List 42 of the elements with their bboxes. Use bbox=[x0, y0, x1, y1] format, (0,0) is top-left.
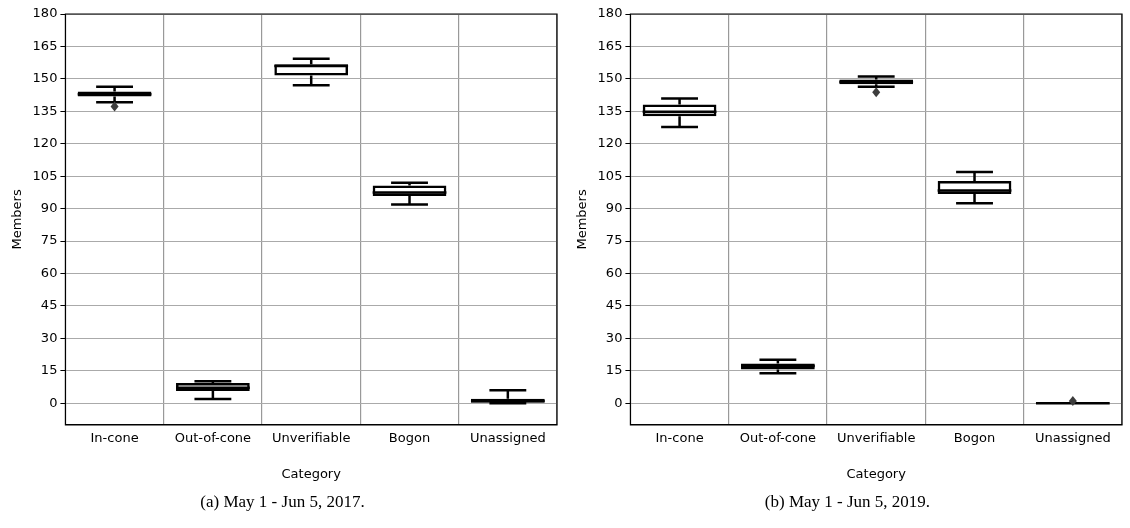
y-tick-label: 60 bbox=[40, 264, 58, 280]
x-tick-label: Unassigned bbox=[470, 429, 546, 445]
y-tick-label: 90 bbox=[605, 199, 623, 215]
x-axis-title: Category bbox=[281, 465, 342, 481]
x-tick-label: In-cone bbox=[655, 429, 704, 445]
y-tick-label: 75 bbox=[605, 232, 623, 248]
y-axis-title: Members bbox=[9, 189, 25, 250]
y-tick-label: 180 bbox=[597, 5, 623, 21]
x-tick-label: Out-of-cone bbox=[174, 429, 252, 445]
y-tick-label: 15 bbox=[605, 362, 623, 378]
y-tick-label: 45 bbox=[40, 297, 58, 313]
y-axis-title: Members bbox=[574, 189, 590, 250]
y-tick-label: 30 bbox=[605, 329, 623, 345]
x-tick-label: In-cone bbox=[90, 429, 139, 445]
y-tick-label: 120 bbox=[597, 135, 623, 151]
text: (a) May 1 - Jun 5, 2017. bbox=[199, 492, 366, 512]
y-tick-label: 165 bbox=[597, 37, 623, 53]
y-tick-label: 150 bbox=[32, 70, 58, 86]
y-tick-label: 45 bbox=[605, 297, 623, 313]
x-tick-label: Unverifiable bbox=[272, 429, 351, 445]
y-tick-label: 105 bbox=[32, 167, 58, 183]
x-tick-label: Bogon bbox=[953, 429, 996, 445]
x-tick-label: Bogon bbox=[388, 429, 431, 445]
y-tick-label: 60 bbox=[605, 264, 623, 280]
y-tick-label: 30 bbox=[40, 329, 58, 345]
x-tick-label: Unassigned bbox=[1035, 429, 1111, 445]
y-tick-label: 180 bbox=[32, 5, 58, 21]
x-axis-title: Category bbox=[846, 465, 907, 481]
y-tick-label: 0 bbox=[49, 394, 58, 410]
y-tick-label: 165 bbox=[32, 37, 58, 53]
y-tick-label: 135 bbox=[597, 102, 623, 118]
y-tick-label: 75 bbox=[40, 232, 58, 248]
y-tick-label: 105 bbox=[597, 167, 623, 183]
y-tick-label: 135 bbox=[32, 102, 58, 118]
y-tick-label: 120 bbox=[32, 135, 58, 151]
y-tick-label: 15 bbox=[40, 362, 58, 378]
x-tick-label: Unverifiable bbox=[837, 429, 916, 445]
y-tick-label: 90 bbox=[40, 199, 58, 215]
y-tick-label: 0 bbox=[614, 394, 623, 410]
text: (b) May 1 - Jun 5, 2019. bbox=[763, 492, 932, 512]
x-tick-label: Out-of-cone bbox=[739, 429, 817, 445]
y-tick-label: 150 bbox=[597, 70, 623, 86]
